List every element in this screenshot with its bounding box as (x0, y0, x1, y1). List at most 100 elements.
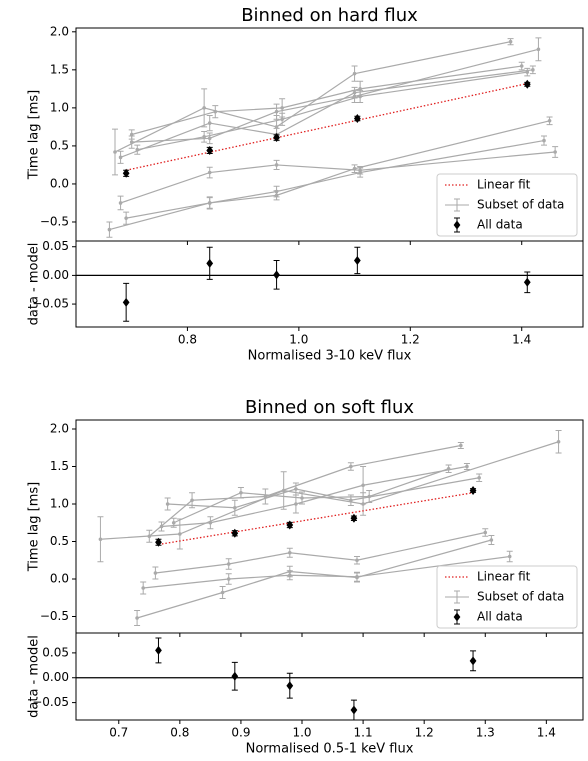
subset-point (519, 64, 524, 68)
subset-point (446, 466, 451, 471)
subset-point (129, 140, 134, 144)
y-tick-label: 0.5 (50, 138, 69, 152)
y-tick-label: −0.5 (40, 214, 69, 228)
data-point (286, 520, 294, 530)
subset-point (274, 125, 279, 129)
data-point (353, 114, 361, 124)
legend-subset (454, 198, 460, 212)
subset-point (358, 94, 362, 99)
y-axis-label: Time lag [ms] (27, 90, 42, 181)
x-tick-label: 1.3 (476, 726, 495, 740)
residual-point (155, 645, 162, 655)
subset-point (508, 39, 513, 44)
residual-point (350, 705, 358, 715)
data-point (122, 168, 130, 178)
subset-point (98, 537, 103, 542)
subset-point (226, 562, 231, 566)
subset-point (361, 483, 365, 488)
data-point (155, 537, 162, 547)
x-tick-label: 0.9 (231, 726, 250, 740)
residual-point (353, 255, 361, 265)
subset-line (120, 69, 533, 158)
subset-point (124, 216, 128, 220)
subset-point (300, 496, 304, 500)
subset-point (220, 590, 225, 595)
subset-point (135, 147, 140, 152)
residual-point (286, 681, 294, 691)
subset-point (202, 134, 206, 139)
subset-point (165, 502, 170, 506)
subset-point (178, 532, 182, 536)
subset-point (489, 538, 494, 542)
subset-point (367, 494, 372, 499)
y-tick-label: 1.5 (50, 459, 69, 473)
subset-point (135, 616, 139, 620)
x-tick-label: 1.0 (292, 726, 311, 740)
y-tick-label: 2.0 (50, 422, 69, 436)
data-point (231, 528, 239, 538)
x-tick-label: 1.1 (354, 726, 373, 740)
subset-point (465, 464, 469, 469)
subset-point (294, 487, 298, 491)
subset-point (355, 558, 359, 563)
subset-point (190, 498, 194, 503)
y-axis-label: Time lag [ms] (27, 482, 42, 573)
subset-point (207, 201, 212, 205)
y-tick-label: 1.0 (50, 100, 69, 114)
subset-point (207, 136, 212, 141)
residual-point (523, 277, 531, 287)
subset-line (155, 531, 486, 574)
subset-point (280, 106, 284, 110)
subset-point (459, 443, 463, 448)
y-tick-label: −0.05 (32, 695, 69, 709)
x-tick-label: 1.0 (289, 333, 308, 347)
subset-point (352, 90, 357, 95)
subset-point (239, 490, 243, 495)
subset-point (525, 70, 530, 74)
legend-label: All data (477, 610, 523, 624)
subset-point (129, 132, 134, 137)
subset-point (556, 439, 561, 444)
subset-line (131, 65, 522, 136)
subset-point (287, 550, 292, 555)
subset-point (263, 494, 268, 499)
y-tick-label: 0.05 (42, 239, 69, 253)
subset-point (477, 475, 481, 480)
chart-title: Binned on soft flux (245, 397, 414, 418)
subset-point (153, 571, 158, 575)
subset-line (131, 48, 539, 143)
data-point (350, 513, 358, 523)
data-point (206, 145, 214, 155)
subset-line (161, 465, 468, 528)
x-tick-label: 0.8 (170, 726, 189, 740)
subset-point (113, 150, 117, 154)
subset-point (147, 534, 152, 539)
y-tick-label: −0.5 (40, 609, 69, 623)
legend-label: Subset of data (477, 590, 564, 604)
residual-point (206, 258, 214, 268)
subset-point (280, 117, 284, 122)
subset-point (287, 573, 292, 578)
subset-point (507, 554, 512, 559)
subset-point (118, 201, 123, 205)
subset-point (274, 163, 279, 167)
y-tick-label: 0.0 (50, 572, 69, 586)
y-tick-label: 1.5 (50, 62, 69, 76)
subset-point (274, 193, 279, 198)
subset-point (207, 121, 212, 125)
subset-line (100, 441, 559, 540)
y-tick-label: 0.0 (50, 176, 69, 190)
x-axis-label: Normalised 3-10 keV flux (248, 349, 412, 364)
y-tick-label: 2.0 (50, 24, 69, 38)
legend-subset (454, 590, 460, 604)
subset-point (553, 150, 557, 154)
y-tick-label: 0.5 (50, 534, 69, 548)
x-tick-label: 1.4 (537, 726, 556, 740)
subset-point (355, 574, 359, 579)
legend-label: Subset of data (477, 198, 564, 212)
axes-frame (75, 632, 584, 721)
legend-label: Linear fit (477, 570, 531, 584)
subset-point (349, 498, 353, 503)
subset-point (542, 138, 546, 143)
